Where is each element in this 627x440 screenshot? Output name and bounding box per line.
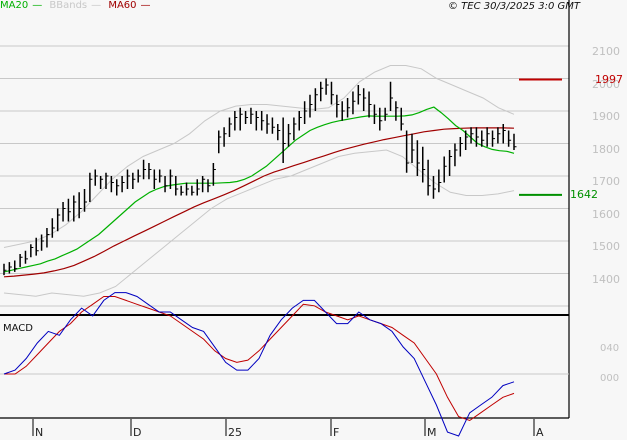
macd-signal-line	[4, 296, 515, 422]
ma20-line	[3, 106, 515, 273]
y-tick-1900: 1900	[592, 110, 620, 123]
x-tick-dec: D	[133, 426, 142, 439]
y-tick-1600: 1600	[592, 208, 620, 221]
x-tick-feb: F	[333, 426, 340, 439]
macd-tick-040: 040	[600, 343, 620, 354]
x-axis-ticks	[32, 419, 535, 436]
y-tick-1500: 1500	[592, 240, 620, 253]
macd-tick-000: 000	[600, 373, 620, 384]
y-tick-1400: 1400	[592, 273, 620, 286]
x-tick-mar: M	[427, 426, 437, 439]
ma60-line	[3, 127, 515, 278]
x-tick-apr: A	[536, 426, 544, 439]
bbands-lower-line	[3, 149, 515, 297]
legend-ma20: MA20—	[0, 0, 43, 11]
x-tick-nov: N	[35, 426, 44, 439]
y-tick-1800: 1800	[592, 143, 620, 156]
y-tick-1700: 1700	[592, 175, 620, 188]
x-tick-2025: 25	[228, 426, 242, 439]
resistance-label: 1997	[595, 73, 623, 86]
legend: MA20— BBands — MA60—	[0, 0, 155, 14]
bbands-upper-line	[3, 65, 515, 248]
price-bars	[3, 78, 517, 276]
legend-ma60: MA60—	[108, 0, 151, 11]
copyright-timestamp: © TEC 30/3/2025 3:0 GMT	[448, 1, 580, 12]
macd-title: MACD	[3, 323, 33, 334]
y-tick-2000: 2000	[592, 78, 620, 91]
legend-bbands: BBands —	[49, 0, 102, 11]
y-tick-2100: 2100	[592, 45, 620, 58]
price-gridlines	[0, 45, 569, 307]
support-label: 1642	[570, 188, 598, 201]
macd-line	[3, 292, 515, 437]
